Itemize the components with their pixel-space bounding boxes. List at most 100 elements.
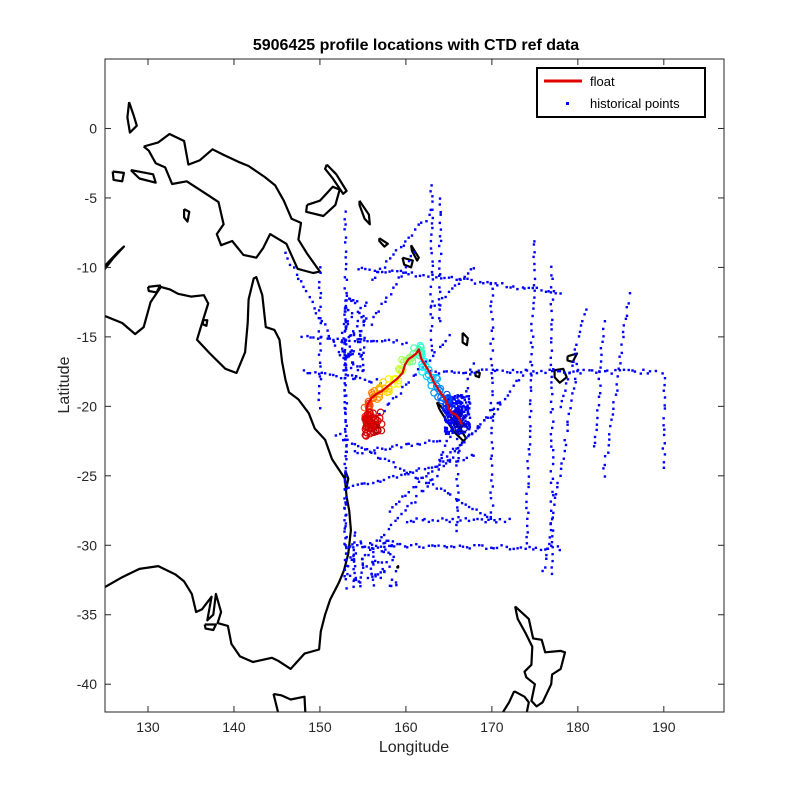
historical-point <box>413 251 416 254</box>
historical-point <box>429 313 432 316</box>
historical-point <box>359 348 362 351</box>
historical-point <box>437 298 441 301</box>
historical-point <box>317 398 320 402</box>
float-profile-marker <box>432 373 441 382</box>
historical-point <box>570 399 573 402</box>
historical-point <box>362 324 365 327</box>
historical-point <box>550 309 553 313</box>
historical-point <box>438 286 441 289</box>
historical-point <box>439 211 442 214</box>
historical-point <box>425 475 428 478</box>
historical-point <box>489 416 493 419</box>
y-tick-label: -10 <box>77 259 97 275</box>
historical-point <box>344 420 347 424</box>
historical-point <box>489 491 492 494</box>
historical-point <box>346 356 349 359</box>
historical-point <box>395 503 398 506</box>
historical-point <box>445 546 449 549</box>
historical-point <box>448 333 451 337</box>
historical-point <box>312 336 315 339</box>
historical-point <box>398 542 402 546</box>
historical-point <box>385 561 388 564</box>
historical-point <box>360 482 363 485</box>
historical-point <box>487 518 490 521</box>
historical-point <box>462 430 465 434</box>
historical-point <box>563 449 566 453</box>
historical-point <box>361 452 364 455</box>
historical-point <box>417 480 421 483</box>
historical-point <box>442 370 446 373</box>
historical-point <box>343 527 346 530</box>
historical-point <box>519 546 523 549</box>
historical-point <box>344 466 348 470</box>
historical-point <box>344 318 347 321</box>
historical-point <box>391 269 394 272</box>
historical-point <box>405 521 409 524</box>
historical-point <box>384 339 387 342</box>
historical-point <box>532 335 535 338</box>
historical-point <box>319 292 323 295</box>
historical-point <box>345 487 348 491</box>
historical-point <box>489 401 493 405</box>
historical-point <box>409 254 412 258</box>
historical-point <box>383 569 386 573</box>
historical-point <box>447 432 450 436</box>
historical-point <box>526 467 530 470</box>
historical-point <box>479 512 482 515</box>
historical-point <box>467 395 470 398</box>
historical-point <box>437 303 441 306</box>
historical-point <box>609 424 612 428</box>
historical-point <box>410 544 413 547</box>
historical-point <box>385 260 388 263</box>
historical-point <box>562 457 565 460</box>
historical-point <box>431 216 434 220</box>
historical-point <box>463 398 466 402</box>
historical-point <box>343 228 346 231</box>
y-tick-label: -25 <box>77 468 97 484</box>
historical-point <box>483 419 486 422</box>
historical-point <box>359 338 363 341</box>
historical-point <box>451 287 454 290</box>
historical-point <box>438 267 441 270</box>
float-profile-marker <box>447 413 455 422</box>
historical-point <box>461 410 465 414</box>
historical-point <box>431 300 434 303</box>
historical-point <box>468 416 472 419</box>
historical-point <box>429 247 433 250</box>
historical-point <box>572 360 575 363</box>
historical-point <box>575 362 578 366</box>
historical-point <box>313 307 316 310</box>
coastline-segment <box>111 170 125 183</box>
historical-point <box>429 285 433 288</box>
historical-point <box>319 296 322 299</box>
historical-point <box>532 243 536 246</box>
historical-point <box>505 545 508 549</box>
float-profile-marker <box>453 420 461 429</box>
historical-point <box>455 478 458 481</box>
historical-point <box>579 372 582 375</box>
historical-point <box>491 393 494 397</box>
historical-point <box>529 341 533 344</box>
historical-point <box>404 509 407 512</box>
historical-point <box>491 415 495 418</box>
historical-point <box>550 518 554 521</box>
historical-point <box>437 544 440 547</box>
historical-point <box>466 405 469 408</box>
historical-point <box>450 545 453 548</box>
historical-point <box>599 360 603 363</box>
historical-point <box>404 266 408 269</box>
historical-point <box>394 570 398 573</box>
historical-point <box>286 257 289 260</box>
historical-point <box>529 372 533 375</box>
historical-point <box>409 519 413 523</box>
historical-point <box>436 474 439 478</box>
historical-point <box>344 210 347 213</box>
historical-point <box>532 301 535 305</box>
historical-point <box>549 303 552 306</box>
historical-point <box>415 469 418 472</box>
historical-point <box>319 266 322 269</box>
historical-point <box>490 329 493 332</box>
historical-point <box>453 402 457 405</box>
historical-point <box>456 428 459 432</box>
historical-point <box>620 343 623 346</box>
